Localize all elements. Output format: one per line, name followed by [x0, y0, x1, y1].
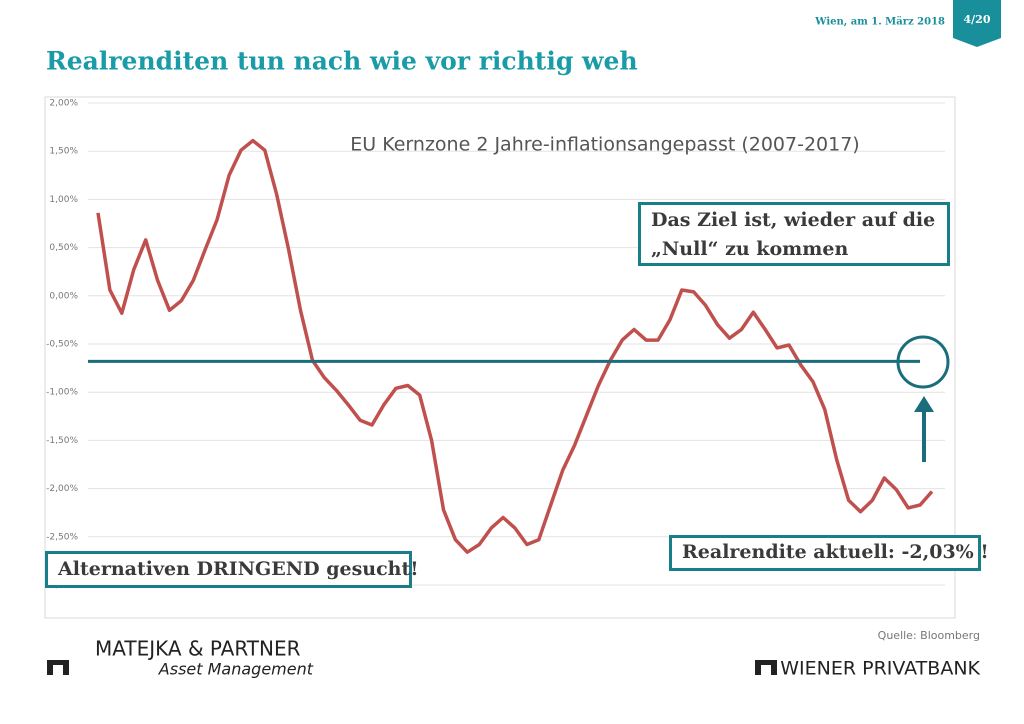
date: Wien, am 1. März 2018	[814, 17, 945, 28]
y-tick-label: -1,50%	[46, 436, 78, 446]
y-tick-label: -2,00%	[46, 484, 78, 494]
line	[96, 138, 934, 554]
page-number: 4/20	[964, 13, 991, 26]
target-circle	[896, 335, 950, 389]
arrow-head	[914, 396, 934, 412]
y-tick-label: -2,50%	[46, 532, 78, 542]
y-tick-label: -1,00%	[46, 388, 78, 398]
chart-title: EU Kernzone 2 Jahre-inflationsangepasst …	[350, 134, 859, 156]
page-badge	[953, 0, 1001, 47]
y-tick-label: -0,50%	[46, 340, 78, 350]
y-tick-label: 0,50%	[49, 243, 78, 253]
left-logo-sub: Asset Management	[158, 660, 314, 679]
alternatives-callout: Alternativen DRINGEND gesucht!	[45, 551, 419, 588]
y-tick-label: 1,00%	[49, 195, 78, 205]
callout-line: „Null“ zu kommen	[651, 238, 849, 260]
current-callout: Realrendite aktuell: -2,03% !	[669, 535, 989, 571]
source: Quelle: Bloomberg	[878, 629, 980, 642]
chart-frame	[44, 96, 956, 619]
y-tick-label: 2,00%	[49, 99, 78, 109]
slide-title: Realrenditen tun nach wie vor richtig we…	[46, 47, 638, 76]
logo-icon-cut	[761, 665, 771, 675]
goal-callout: Das Ziel ist, wieder auf die „Null“ zu k…	[638, 202, 950, 266]
y-tick-label: 0,00%	[49, 291, 78, 301]
y-tick-label: 1,50%	[49, 147, 78, 157]
logo-icon-cut	[53, 665, 63, 675]
left-logo: MATEJKA & PARTNER	[95, 637, 301, 661]
right-logo: WIENER PRIVATBANK	[780, 658, 980, 680]
callout-line: Das Ziel ist, wieder auf die	[651, 209, 936, 231]
